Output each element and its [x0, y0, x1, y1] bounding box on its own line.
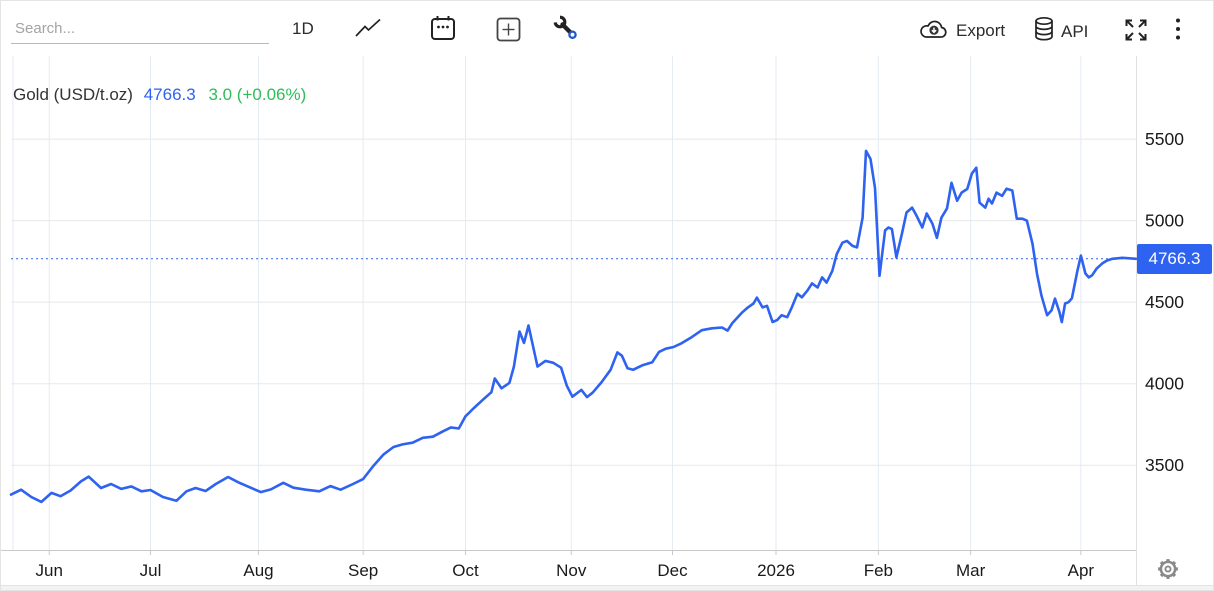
calendar-icon: [429, 14, 457, 48]
plus-square-icon: [495, 16, 522, 48]
export-button[interactable]: Export: [918, 17, 1005, 45]
settings-button[interactable]: [1154, 555, 1182, 583]
x-axis-label: Sep: [348, 561, 378, 580]
toolbar: 1D: [1, 1, 1213, 56]
x-axis-label: Jun: [36, 561, 63, 580]
y-axis-label: 5000: [1145, 211, 1184, 231]
x-axis-label: Jul: [140, 561, 162, 580]
last-price: 4766.3: [143, 85, 196, 104]
chart-type-button[interactable]: [353, 18, 383, 44]
x-axis-label: Apr: [1068, 561, 1095, 580]
x-axis-label: Oct: [452, 561, 479, 580]
api-label: API: [1061, 21, 1089, 41]
indicators-button[interactable]: [552, 14, 579, 46]
kebab-menu-icon: [1175, 17, 1181, 46]
export-label: Export: [956, 21, 1006, 40]
search-input[interactable]: [11, 13, 269, 44]
fullscreen-button[interactable]: [1123, 17, 1149, 48]
price-change: 3.0 (+0.06%): [208, 85, 307, 104]
compare-button[interactable]: [495, 16, 522, 48]
price-line-path: [9, 149, 1138, 504]
database-icon: [1033, 16, 1055, 47]
y-axis-label: 4500: [1145, 292, 1184, 312]
fullscreen-icon: [1123, 17, 1149, 48]
bottom-border: [1, 585, 1213, 590]
y-axis-label: 3500: [1145, 455, 1184, 475]
date-range-button[interactable]: [429, 14, 457, 48]
more-menu-button[interactable]: [1175, 17, 1181, 46]
gear-icon: [1154, 559, 1182, 586]
current-price-badge: 4766.3: [1137, 243, 1212, 274]
y-axis-label: 5500: [1145, 129, 1184, 149]
x-axis-label: Mar: [956, 561, 986, 580]
x-axis-label: 2026: [757, 561, 795, 580]
line-chart-icon: [353, 18, 383, 44]
interval-button[interactable]: 1D: [292, 19, 314, 38]
api-button[interactable]: API: [1033, 16, 1088, 47]
x-axis-label: Aug: [243, 561, 273, 580]
x-axis-label: Nov: [556, 561, 587, 580]
x-axis-label: Dec: [657, 561, 688, 580]
chart-legend: Gold (USD/t.oz) 4766.3 3.0 (+0.06%): [13, 85, 306, 105]
x-axis-label: Feb: [864, 561, 893, 580]
y-axis-label: 4000: [1145, 374, 1184, 394]
cloud-download-icon: [918, 17, 950, 45]
wrench-icon: [552, 14, 579, 46]
series-name: Gold (USD/t.oz): [13, 85, 133, 104]
